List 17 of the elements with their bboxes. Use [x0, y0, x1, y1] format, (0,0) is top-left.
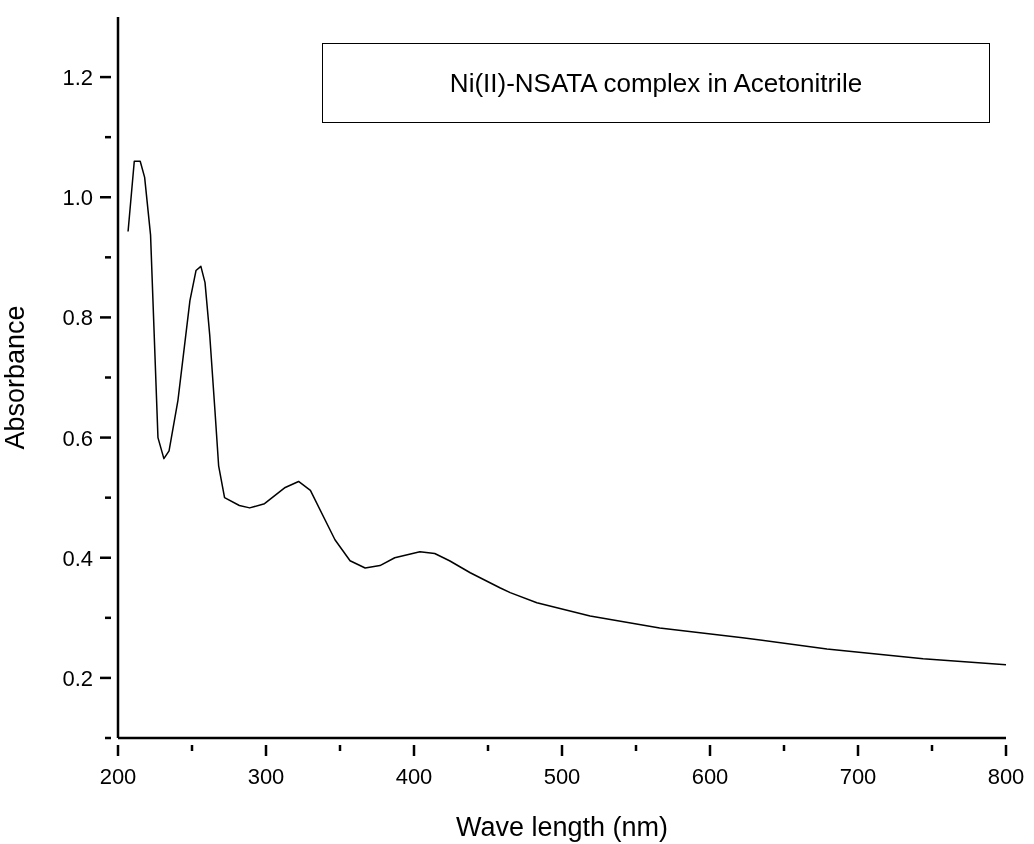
x-tick-label: 400 [395, 764, 433, 789]
line-series [127, 160, 1006, 666]
y-tick-label: 0.2 [62, 665, 93, 691]
annotation: Ni(II)-NSATA complex in Acetonitrile [449, 67, 863, 99]
x-tick-label: 800 [987, 764, 1025, 789]
x-tick-label: 700 [839, 764, 877, 789]
y-tick-label: 0.8 [62, 305, 93, 331]
y-tick-label: 1.0 [62, 185, 93, 211]
y-tick-label: 1.2 [62, 65, 93, 91]
y-axis-title: Absorbance [0, 305, 30, 450]
x-tick-label: 200 [99, 764, 137, 789]
x-tick-label: 600 [691, 764, 729, 789]
x-axis-title: Wave length (nm) [455, 812, 669, 842]
y-tick-label: 0.4 [62, 545, 93, 571]
x-tick-label: 500 [543, 764, 581, 789]
x-tick-label: 300 [247, 764, 285, 789]
y-tick-label: 0.6 [62, 425, 93, 451]
